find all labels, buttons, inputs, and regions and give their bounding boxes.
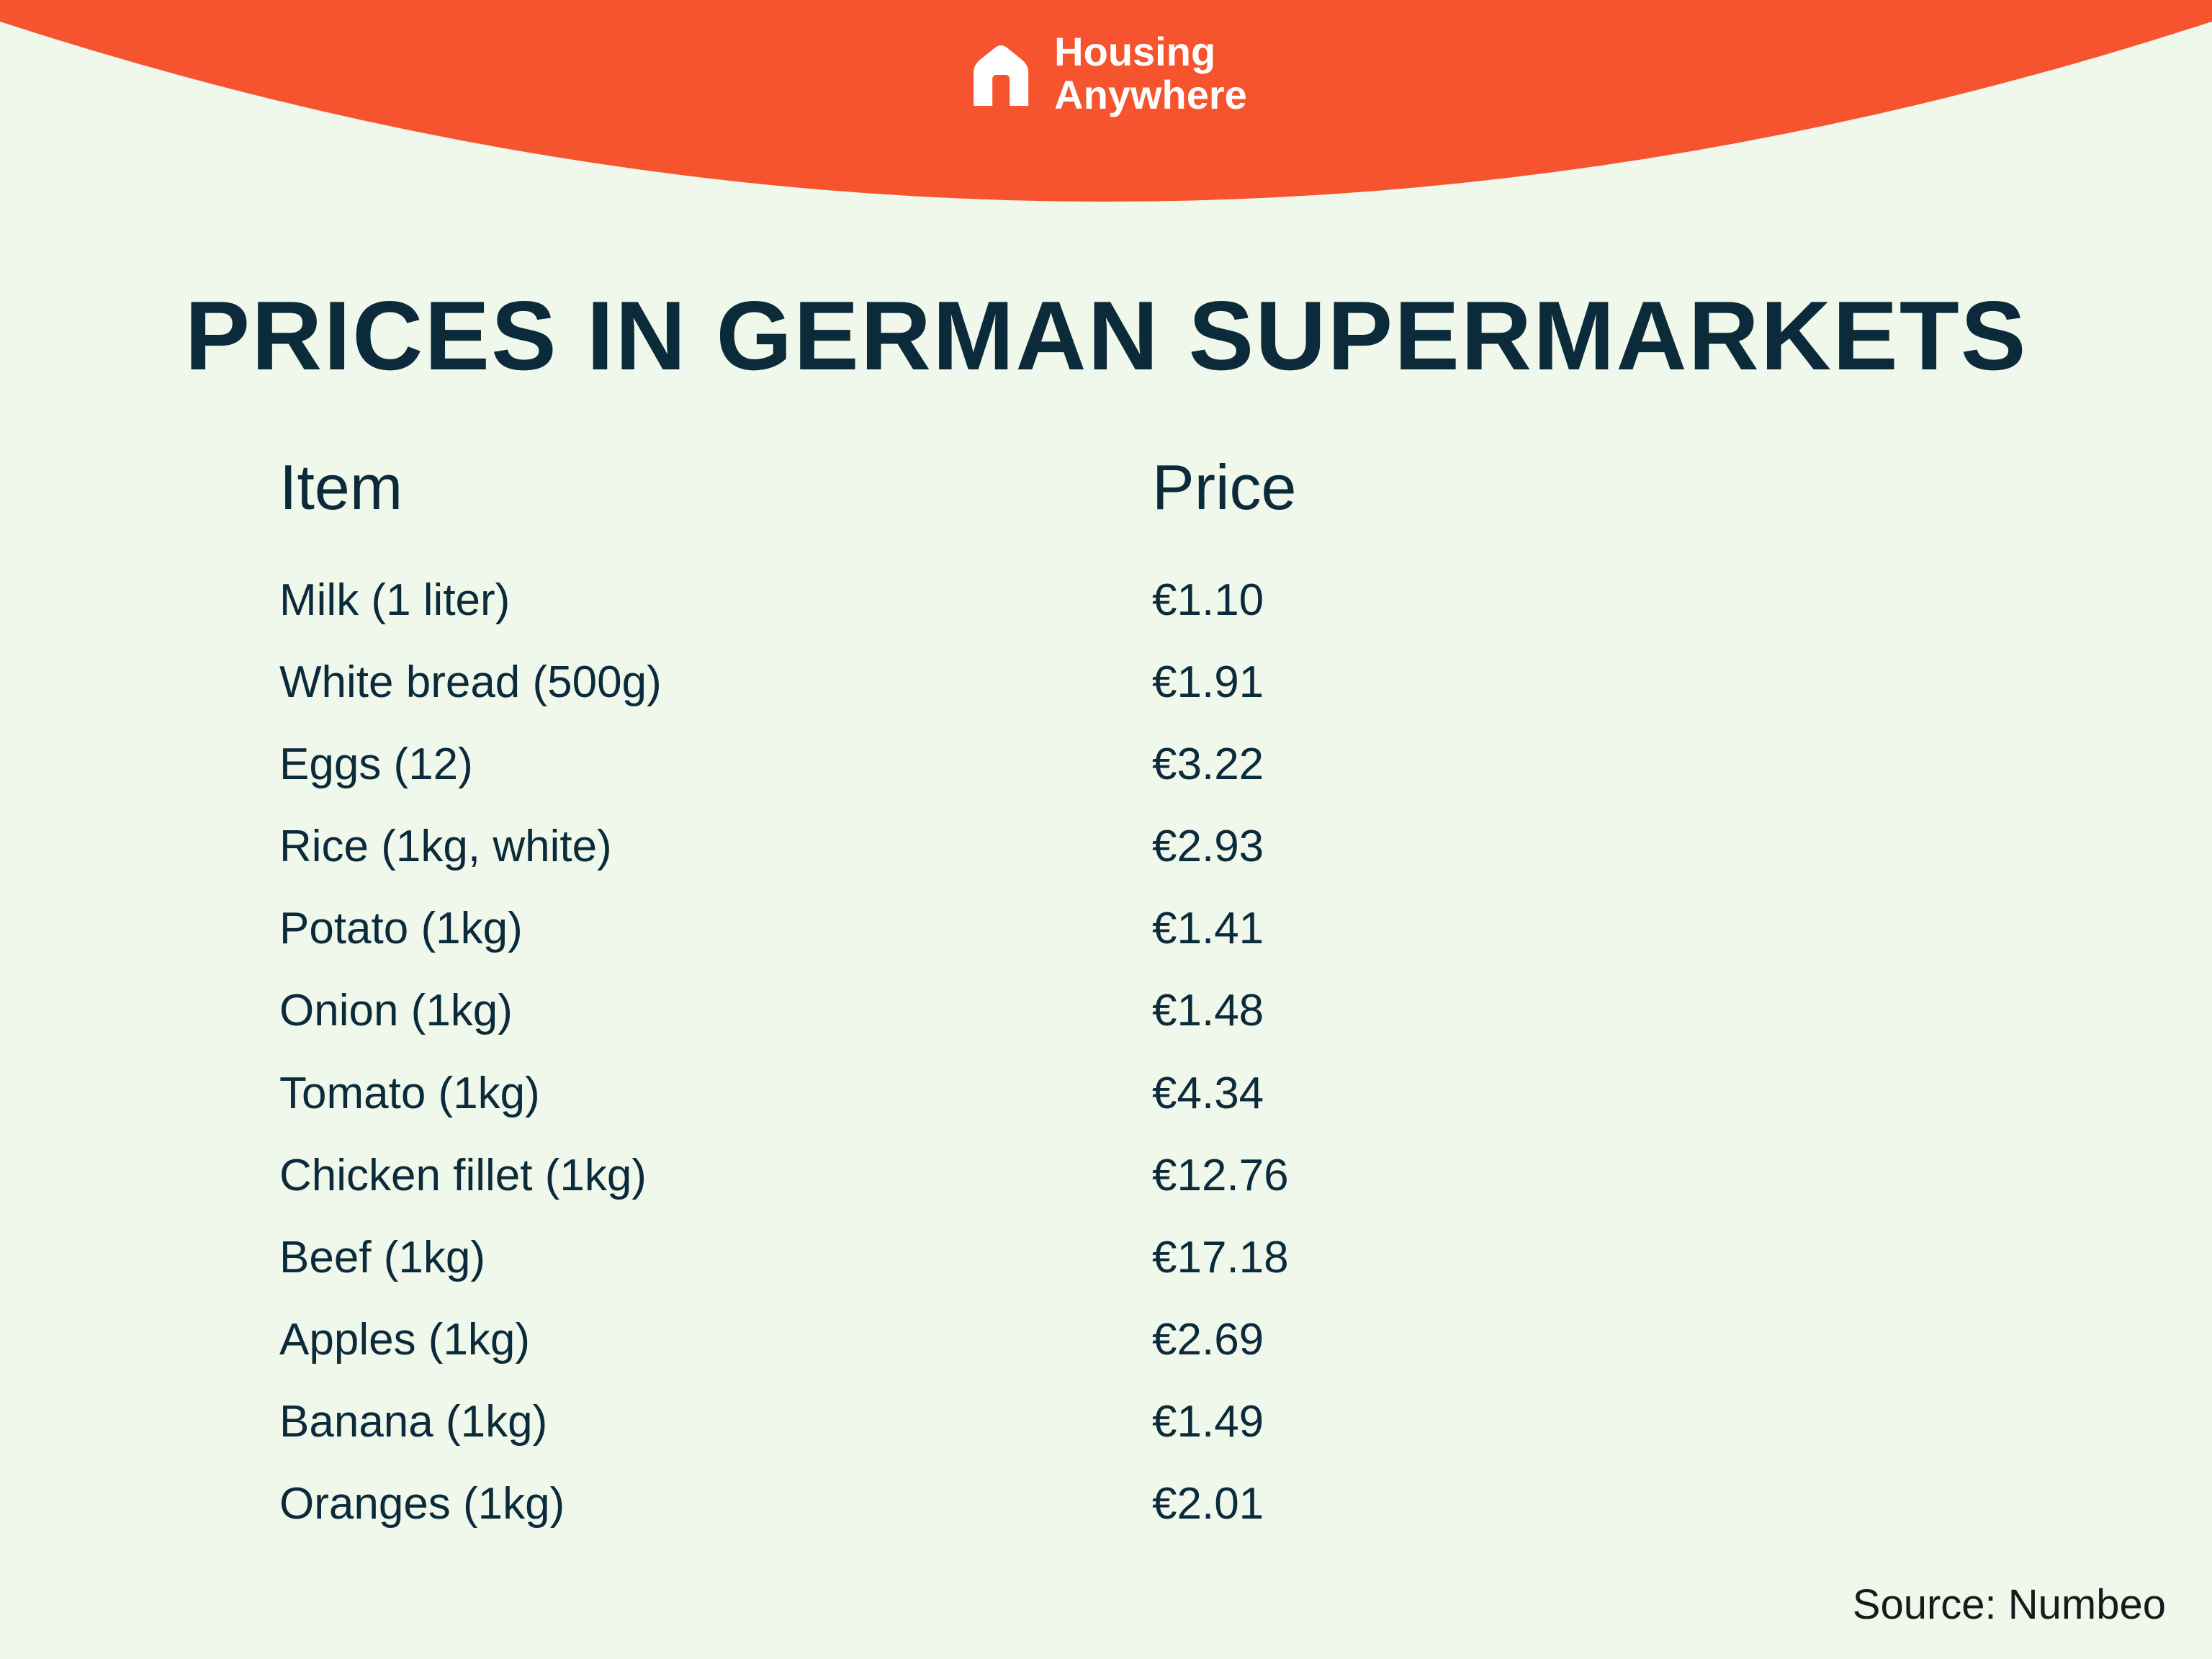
cell-price: €2.93 (1152, 812, 1849, 881)
housing-anywhere-icon (965, 37, 1037, 109)
cell-item: Banana (1kg) (279, 1388, 1152, 1457)
table-row: Eggs (12)€3.22 (279, 730, 1849, 799)
cell-item: Rice (1kg, white) (279, 812, 1152, 881)
cell-item: Tomato (1kg) (279, 1059, 1152, 1128)
cell-price: €1.91 (1152, 648, 1849, 717)
brand-logo: Housing Anywhere (965, 30, 1247, 117)
source-label: Source: Numbeo (1853, 1581, 2166, 1629)
cell-item: Beef (1kg) (279, 1223, 1152, 1292)
table-row: Rice (1kg, white)€2.93 (279, 812, 1849, 881)
header-item: Item (279, 451, 1152, 524)
table-row: Potato (1kg)€1.41 (279, 894, 1849, 963)
table-row: Onion (1kg)€1.48 (279, 976, 1849, 1046)
cell-price: €1.10 (1152, 566, 1849, 635)
cell-item: Chicken fillet (1kg) (279, 1141, 1152, 1210)
cell-price: €2.69 (1152, 1305, 1849, 1375)
table-row: Oranges (1kg)€2.01 (279, 1470, 1849, 1539)
cell-price: €1.49 (1152, 1388, 1849, 1457)
cell-price: €2.01 (1152, 1470, 1849, 1539)
cell-item: White bread (500g) (279, 648, 1152, 717)
table-row: Apples (1kg)€2.69 (279, 1305, 1849, 1375)
cell-item: Onion (1kg) (279, 976, 1152, 1046)
cell-price: €12.76 (1152, 1141, 1849, 1210)
table-row: Banana (1kg)€1.49 (279, 1388, 1849, 1457)
table-row: Tomato (1kg)€4.34 (279, 1059, 1849, 1128)
cell-price: €3.22 (1152, 730, 1849, 799)
brand-line1: Housing (1054, 30, 1247, 73)
header-price: Price (1152, 451, 1849, 524)
cell-price: €1.48 (1152, 976, 1849, 1046)
table-header: Item Price (279, 451, 1849, 524)
cell-item: Milk (1 liter) (279, 566, 1152, 635)
cell-price: €4.34 (1152, 1059, 1849, 1128)
page-title: PRICES IN GERMAN SUPERMARKETS (184, 279, 2027, 392)
brand-line2: Anywhere (1054, 73, 1247, 117)
table-row: Chicken fillet (1kg)€12.76 (279, 1141, 1849, 1210)
table-row: White bread (500g)€1.91 (279, 648, 1849, 717)
table-rows: Milk (1 liter)€1.10White bread (500g)€1.… (279, 566, 1849, 1539)
cell-item: Potato (1kg) (279, 894, 1152, 963)
table-row: Milk (1 liter)€1.10 (279, 566, 1849, 635)
price-table: Item Price Milk (1 liter)€1.10White brea… (279, 451, 1849, 1539)
table-row: Beef (1kg)€17.18 (279, 1223, 1849, 1292)
cell-item: Oranges (1kg) (279, 1470, 1152, 1539)
cell-item: Apples (1kg) (279, 1305, 1152, 1375)
cell-price: €1.41 (1152, 894, 1849, 963)
cell-item: Eggs (12) (279, 730, 1152, 799)
brand-text: Housing Anywhere (1054, 30, 1247, 117)
cell-price: €17.18 (1152, 1223, 1849, 1292)
